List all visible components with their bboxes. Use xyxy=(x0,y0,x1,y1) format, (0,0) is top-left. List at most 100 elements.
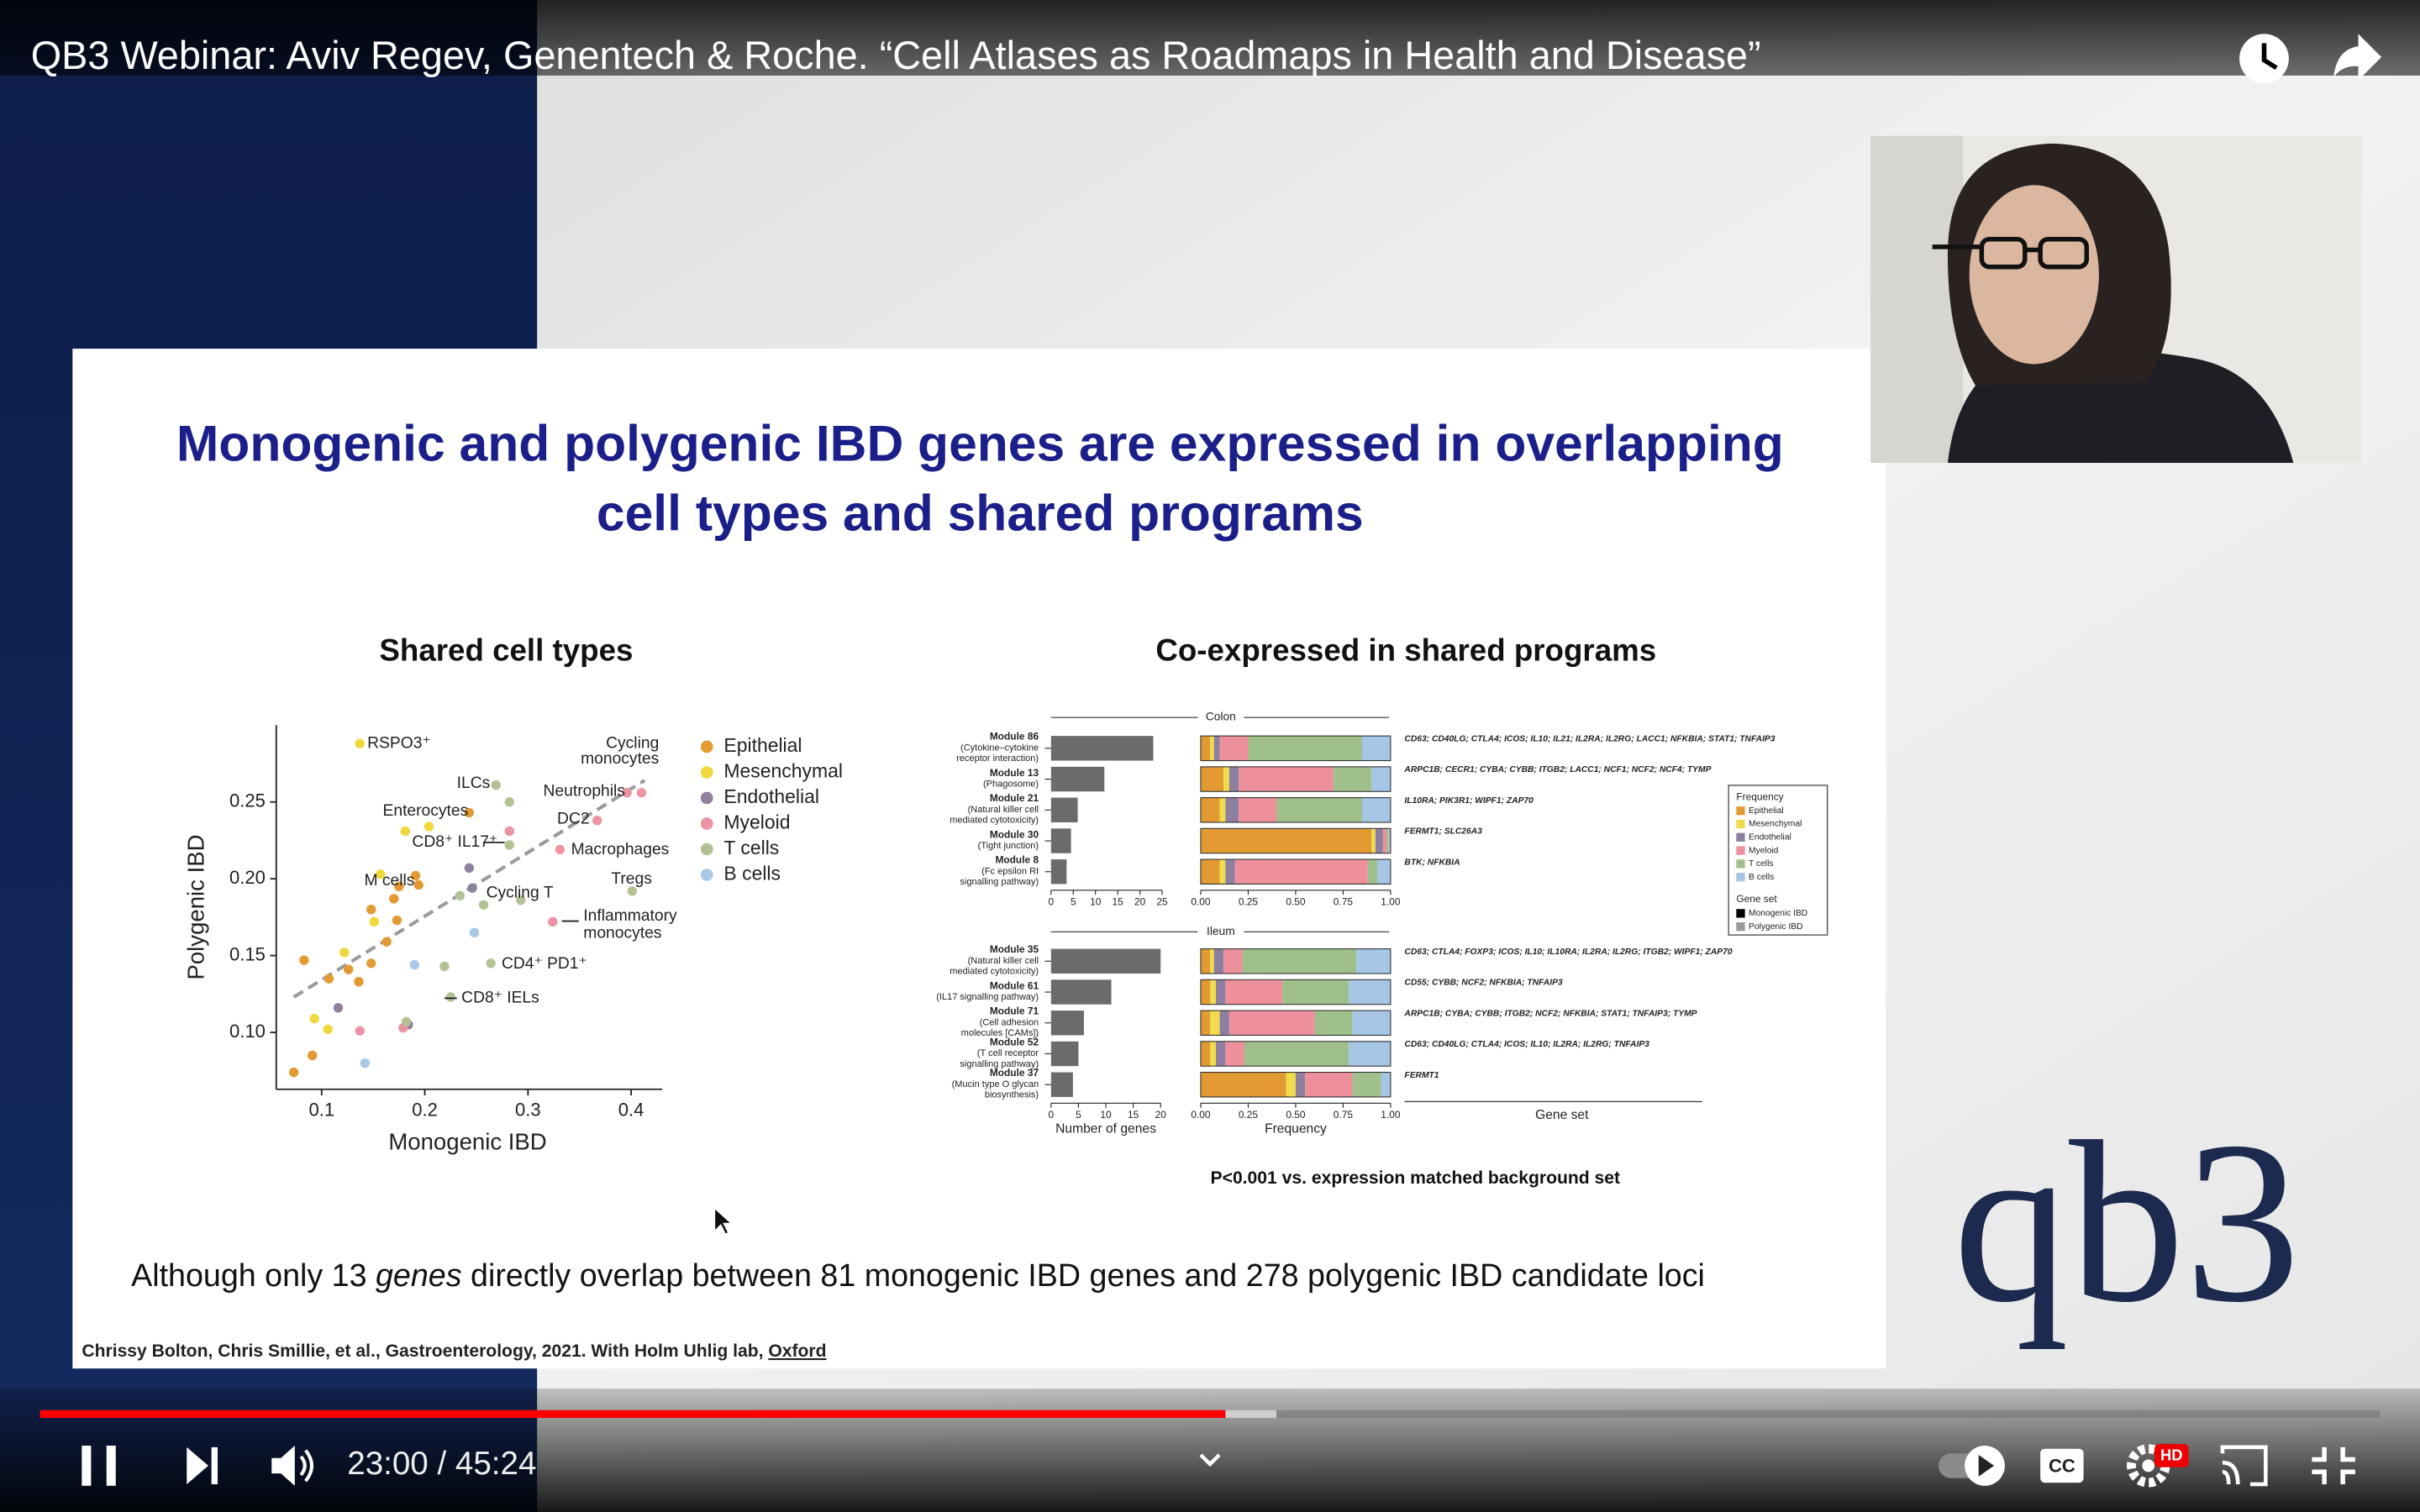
bar-segment xyxy=(1375,828,1383,853)
bar-segment xyxy=(1352,1011,1391,1036)
point-annotation: Macrophages xyxy=(571,841,670,858)
category-label: Module 61 xyxy=(990,980,1039,992)
cast-button[interactable] xyxy=(2220,1445,2268,1487)
category-note: (Natural killer cell xyxy=(968,805,1039,815)
pause-button[interactable] xyxy=(82,1446,116,1486)
category-label: Module 37 xyxy=(990,1067,1039,1079)
top-overlay xyxy=(0,0,2420,76)
bar-segment xyxy=(1200,859,1220,885)
exit-fullscreen-button[interactable] xyxy=(2312,1446,2355,1484)
point xyxy=(355,1026,365,1036)
point xyxy=(366,905,376,915)
bar-segment xyxy=(1225,797,1239,822)
point-annotation: Neutrophils xyxy=(544,782,625,800)
category-note: (Fc epsilon RI xyxy=(981,866,1039,876)
chapters-chevron[interactable] xyxy=(1199,1453,1221,1467)
gene-list: CD55; CYBB; NCF2; NFKBIA; TNFAIP3 xyxy=(1404,979,1563,988)
bar-outline xyxy=(1200,1041,1392,1067)
slide-title: cell types and shared programs xyxy=(597,484,1364,541)
legend-label: B cells xyxy=(723,862,781,884)
autoplay-toggle[interactable] xyxy=(1938,1446,2005,1486)
point xyxy=(366,958,376,969)
bar-segment xyxy=(1223,948,1243,974)
bar-segment xyxy=(1219,859,1226,885)
legend-box xyxy=(1728,785,1828,936)
bar-outline xyxy=(1200,735,1392,762)
share-button[interactable] xyxy=(2333,34,2382,81)
x-tick-label: 0.2 xyxy=(412,1099,438,1120)
watch-later-button[interactable] xyxy=(2239,34,2289,84)
bar-segment xyxy=(1334,766,1372,792)
captions-icon xyxy=(2040,1448,2084,1483)
captions-button[interactable]: CC xyxy=(2040,1448,2084,1483)
bar-segment xyxy=(1223,766,1229,792)
legend-label: Endothelial xyxy=(1749,833,1791,843)
bar-segment xyxy=(1213,736,1220,761)
bar-segment xyxy=(1200,736,1211,761)
bar-segment xyxy=(1219,1011,1229,1036)
bar-outline xyxy=(1200,858,1392,885)
point xyxy=(636,788,647,798)
volume-button[interactable] xyxy=(271,1446,314,1486)
footnote: P<0.001 vs. expression matched backgroun… xyxy=(1211,1168,1620,1188)
category-note: mediated cytotoxicity) xyxy=(950,967,1039,977)
bar xyxy=(1050,948,1161,974)
x-tick-label: 15 xyxy=(1113,896,1124,908)
bar-segment xyxy=(1349,979,1391,1005)
gene-list: CD63; CD40LG; CTLA4; ICOS; IL10; IL21; I… xyxy=(1404,735,1775,744)
point-annotation: CD4⁺ PD1⁺ xyxy=(502,955,587,973)
bar-segment xyxy=(1282,979,1349,1005)
point xyxy=(308,1050,318,1061)
point xyxy=(464,863,475,874)
point-annotation: M cells xyxy=(364,872,414,890)
legend-marker xyxy=(700,869,713,881)
point-annotation: Tregs xyxy=(611,870,652,888)
autoplay-play xyxy=(1978,1455,1995,1477)
next-button[interactable] xyxy=(187,1446,218,1484)
category-note: (Mucin type O glycan xyxy=(952,1079,1039,1089)
point-annotation: RSPO3⁺ xyxy=(367,734,430,752)
bar-outline xyxy=(1200,766,1392,792)
legend-label: Mesenchymal xyxy=(1749,820,1802,829)
point xyxy=(467,883,477,893)
point xyxy=(394,881,404,892)
bar xyxy=(1050,766,1105,792)
x-axis-label: Frequency xyxy=(1265,1122,1327,1137)
point xyxy=(469,927,480,937)
point xyxy=(324,974,334,984)
point-annotation: CD8⁺ IELs xyxy=(461,989,539,1006)
point xyxy=(299,955,309,965)
point-annotation: Enterocytes xyxy=(383,802,469,820)
bar-segment xyxy=(1286,1072,1296,1097)
panel-label: Ileum xyxy=(1207,925,1235,937)
point xyxy=(592,815,602,826)
clock-hands xyxy=(2261,43,2278,71)
time-display: 23:00 / 45:24 xyxy=(347,1446,536,1482)
category-note: signalling pathway) xyxy=(960,1059,1039,1069)
bar-segment xyxy=(1349,1041,1391,1067)
y-axis-label: Polygenic IBD xyxy=(182,834,208,979)
category-label: Module 71 xyxy=(990,1005,1039,1017)
x-tick-label: 20 xyxy=(1134,896,1146,908)
category-note: (Phagosome) xyxy=(983,780,1039,790)
point xyxy=(401,1016,412,1026)
legend-label: T cells xyxy=(1749,859,1773,869)
webcam-person-glasses xyxy=(1932,236,2090,270)
point xyxy=(555,844,566,855)
point xyxy=(455,890,466,900)
x-tick-label: 10 xyxy=(1100,1109,1112,1121)
citation-link: Oxford xyxy=(768,1341,826,1361)
video-title[interactable]: QB3 Webinar: Aviv Regev, Genentech & Roc… xyxy=(31,34,1761,77)
bar-segment xyxy=(1216,1041,1226,1067)
volume-waves xyxy=(299,1449,314,1483)
point xyxy=(392,915,402,926)
settings-button[interactable]: HD xyxy=(2127,1444,2189,1488)
bar-segment xyxy=(1377,859,1391,885)
legend-label: B cells xyxy=(1749,873,1774,882)
legend-title: Gene set xyxy=(1736,893,1777,905)
point xyxy=(344,964,354,974)
point xyxy=(548,916,558,927)
bar xyxy=(1050,859,1067,885)
